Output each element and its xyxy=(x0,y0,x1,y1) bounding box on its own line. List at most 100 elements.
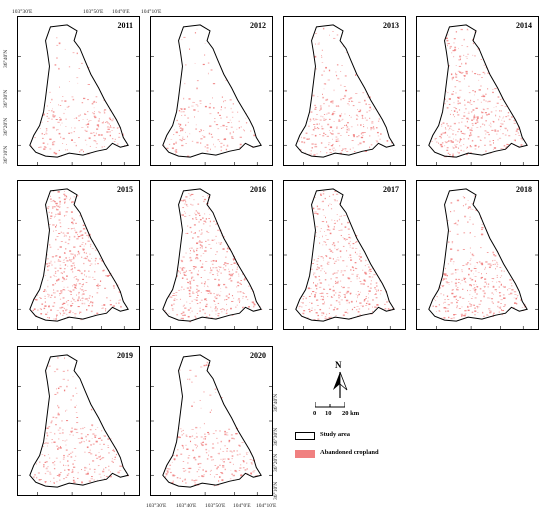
cropland-patch xyxy=(349,257,352,259)
cropland-patch xyxy=(362,134,364,136)
cropland-patch xyxy=(472,223,474,225)
cropland-patch xyxy=(90,478,93,480)
cropland-patch xyxy=(224,262,227,264)
cropland-patch xyxy=(224,107,226,109)
map-svg xyxy=(284,24,405,165)
cropland-patch xyxy=(347,228,350,230)
cropland-patch xyxy=(62,378,66,380)
cropland-patch xyxy=(55,119,58,120)
cropland-patch xyxy=(440,133,443,136)
cropland-patch xyxy=(182,256,185,258)
cropland-patch xyxy=(224,433,227,436)
cropland-patch xyxy=(457,278,461,280)
cropland-patch xyxy=(474,265,476,267)
cropland-patch xyxy=(253,302,255,305)
cropland-patch xyxy=(344,124,346,127)
cropland-patch xyxy=(480,233,484,236)
cropland-patch xyxy=(71,217,74,219)
cropland-patch xyxy=(180,289,182,291)
cropland-patch xyxy=(47,143,49,145)
cropland-patch xyxy=(189,48,191,50)
cropland-patch xyxy=(175,131,178,134)
cropland-patch xyxy=(348,98,351,100)
cropland-patch xyxy=(215,298,217,299)
cropland-patch xyxy=(48,208,49,210)
cropland-patch xyxy=(316,299,319,301)
cropland-patch xyxy=(193,224,196,226)
cropland-patch xyxy=(52,126,55,129)
cropland-patch xyxy=(36,294,39,296)
cropland-patch xyxy=(359,281,362,283)
cropland-patch xyxy=(500,148,503,149)
cropland-patch xyxy=(323,215,325,217)
cropland-patch xyxy=(354,251,356,254)
cropland-patch xyxy=(58,196,61,199)
cropland-patch xyxy=(87,111,89,113)
cropland-patch xyxy=(57,413,60,416)
cropland-patch xyxy=(90,301,92,303)
cropland-patch xyxy=(81,289,84,291)
cropland-patch xyxy=(190,259,193,262)
cropland-patch xyxy=(465,203,467,205)
map-panel-2015: 2015 xyxy=(17,180,140,330)
cropland-patch xyxy=(200,266,202,268)
cropland-patch xyxy=(374,287,376,289)
cropland-patch xyxy=(471,311,474,314)
cropland-patch xyxy=(453,110,456,112)
cropland-patch xyxy=(73,256,75,259)
cropland-patch xyxy=(467,53,470,55)
cropland-patch xyxy=(119,470,122,471)
cropland-patch xyxy=(180,124,181,126)
cropland-patch xyxy=(368,308,370,310)
cropland-patch xyxy=(193,267,195,270)
map-panel-2013: 2013 xyxy=(283,16,406,166)
cropland-patch xyxy=(308,311,311,313)
cropland-patch xyxy=(112,305,115,307)
cropland-patch xyxy=(315,118,317,121)
cropland-patch xyxy=(51,98,53,101)
cropland-patch xyxy=(81,256,83,258)
cropland-patch xyxy=(95,132,97,135)
cropland-patch xyxy=(441,125,443,127)
cropland-patch xyxy=(97,125,100,128)
cropland-patch xyxy=(209,411,212,413)
cropland-patch xyxy=(245,452,247,454)
cropland-patch xyxy=(326,239,329,240)
cropland-patch xyxy=(298,305,301,307)
cropland-patch xyxy=(307,287,310,290)
cropland-patch xyxy=(189,303,191,304)
top-coord-1: 103°30'E xyxy=(12,9,33,15)
cropland-patch xyxy=(504,304,507,306)
cropland-patch xyxy=(256,475,259,476)
cropland-patch xyxy=(485,261,488,263)
cropland-patch xyxy=(187,225,189,227)
cropland-patch xyxy=(318,267,320,269)
cropland-patch xyxy=(71,471,74,473)
cropland-patch xyxy=(370,280,372,282)
cropland-patch xyxy=(505,128,507,130)
cropland-patch xyxy=(108,469,110,471)
cropland-patch xyxy=(59,117,61,118)
cropland-patch xyxy=(452,289,454,290)
cropland-patch xyxy=(370,270,372,272)
map-panel-2011: 2011 xyxy=(17,16,140,166)
cropland-patch xyxy=(347,287,350,289)
cropland-patch xyxy=(462,249,465,250)
cropland-patch xyxy=(439,287,441,289)
cropland-patch xyxy=(66,265,69,267)
cropland-patch xyxy=(354,262,357,264)
cropland-patch xyxy=(58,232,61,234)
cropland-patch xyxy=(84,441,85,443)
cropland-patch xyxy=(89,253,91,255)
cropland-patch xyxy=(351,273,354,275)
cropland-patch xyxy=(520,299,523,301)
cropland-patch xyxy=(71,267,73,269)
cropland-patch xyxy=(358,277,360,279)
cropland-patch xyxy=(86,255,88,258)
cropland-patch xyxy=(236,304,238,306)
cropland-patch xyxy=(472,124,474,126)
cropland-patch xyxy=(337,280,339,283)
cropland-patch xyxy=(459,297,461,299)
cropland-patch xyxy=(58,432,62,434)
cropland-patch xyxy=(194,459,197,461)
